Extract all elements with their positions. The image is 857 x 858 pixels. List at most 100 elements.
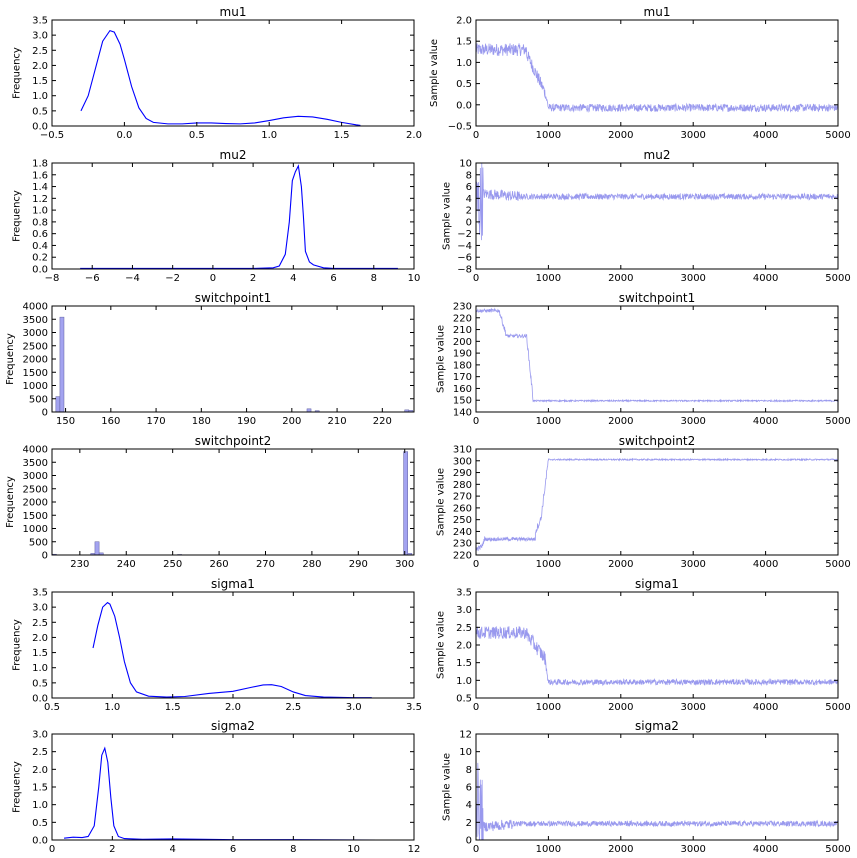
- y-tick-label: 4: [466, 194, 472, 205]
- x-tick-label: 0: [473, 416, 479, 427]
- x-tick-label: −8: [45, 273, 60, 284]
- y-tick-label: 1.0: [456, 676, 472, 687]
- x-tick-label: 0: [473, 130, 479, 141]
- y-tick-label: 8: [466, 765, 472, 776]
- y-tick-label: 180: [453, 360, 472, 371]
- x-tick-label: 0: [49, 844, 55, 855]
- panel-title: mu1: [220, 5, 247, 19]
- kde-line: [80, 164, 398, 269]
- x-tick-label: 1000: [536, 702, 561, 713]
- x-tick-label: 3000: [680, 130, 705, 141]
- y-tick-label: 1.0: [32, 91, 48, 102]
- y-tick-label: 240: [453, 527, 472, 538]
- histogram-bar: [55, 396, 61, 412]
- plot-area: [80, 29, 361, 126]
- x-tick-label: 5000: [825, 130, 850, 141]
- x-tick-label: 3000: [680, 416, 705, 427]
- x-tick-label: 150: [56, 416, 75, 427]
- x-tick-label: 5000: [825, 559, 850, 570]
- y-axis-label: Frequency: [11, 619, 22, 671]
- y-tick-label: 0.5: [32, 106, 48, 117]
- y-tick-label: 1.5: [456, 658, 472, 669]
- axes-frame: [51, 19, 415, 127]
- x-tick-label: 2.0: [225, 702, 241, 713]
- x-tick-label: 4000: [753, 416, 778, 427]
- x-tick-label: 0: [473, 559, 479, 570]
- y-tick-label: 170: [453, 372, 472, 383]
- x-tick-label: 3000: [680, 559, 705, 570]
- x-tick-label: 0: [210, 273, 216, 284]
- plot-area: [92, 601, 372, 698]
- trace-line: [476, 307, 838, 403]
- plot-area: [80, 164, 398, 269]
- y-tick-label: 10: [459, 159, 472, 170]
- panel-title: switchpoint2: [195, 434, 272, 448]
- plot-area: [476, 457, 838, 552]
- y-tick-label: 250: [453, 515, 472, 526]
- y-tick-label: 1.8: [32, 159, 48, 170]
- axes-frame: [51, 733, 415, 841]
- y-tick-label: 2.0: [32, 61, 48, 72]
- plot-area: [476, 163, 838, 241]
- x-tick-label: 1.0: [104, 702, 120, 713]
- y-tick-label: 210: [453, 325, 472, 336]
- y-tick-label: 230: [453, 302, 472, 313]
- kde-line: [92, 601, 372, 698]
- y-tick-label: 290: [453, 468, 472, 479]
- x-tick-label: 280: [302, 559, 321, 570]
- x-tick-label: 5000: [825, 844, 850, 855]
- y-tick-label: 2000: [23, 498, 48, 509]
- y-axis-label: Sample value: [429, 39, 440, 107]
- panel-sigma1-trace: 0 1000 2000 3000 4000 5000 0.5 1.0 1.5 2.0 2.5 3.0 3…: [435, 577, 850, 713]
- y-tick-label: 0: [466, 217, 472, 228]
- y-tick-label: 1500: [23, 368, 48, 379]
- panel-title: switchpoint1: [195, 291, 272, 305]
- y-tick-label: 1000: [23, 381, 48, 392]
- y-tick-label: 0.0: [32, 122, 48, 133]
- y-tick-label: 1.4: [32, 182, 48, 193]
- plot-area: [55, 316, 414, 412]
- x-tick-label: 2: [109, 844, 115, 855]
- x-tick-label: 1.5: [165, 702, 181, 713]
- y-tick-label: −0.5: [448, 122, 472, 133]
- x-tick-label: 2.5: [285, 702, 301, 713]
- y-tick-label: 2.5: [32, 747, 48, 758]
- x-tick-label: 1000: [536, 273, 561, 284]
- x-tick-label: 4: [169, 844, 175, 855]
- x-tick-label: 300: [395, 559, 414, 570]
- plot-area: [476, 307, 838, 403]
- y-tick-label: 0.0: [456, 100, 472, 111]
- x-tick-label: 5000: [825, 273, 850, 284]
- y-tick-label: 2.5: [456, 623, 472, 634]
- plot-area: [476, 626, 838, 687]
- panel-mu2-trace: 0 1000 2000 3000 4000 5000−8−6−4−20246810mu2S…: [442, 148, 851, 284]
- y-axis-label: Frequency: [11, 190, 22, 242]
- x-tick-label: 2000: [608, 273, 633, 284]
- plot-area: [476, 43, 838, 113]
- y-tick-label: 0: [42, 408, 48, 419]
- y-tick-label: 3.0: [32, 31, 48, 42]
- y-tick-label: 2500: [23, 484, 48, 495]
- y-tick-label: 0.5: [456, 79, 472, 90]
- y-tick-label: 1.0: [456, 58, 472, 69]
- y-tick-label: 150: [453, 396, 472, 407]
- x-tick-label: 5000: [825, 702, 850, 713]
- y-tick-label: 2.5: [32, 618, 48, 629]
- y-tick-label: 1.5: [456, 37, 472, 48]
- y-tick-label: 0.4: [32, 241, 48, 252]
- panel-title: mu2: [220, 148, 247, 162]
- y-tick-label: 3000: [23, 471, 48, 482]
- x-tick-label: 6: [330, 273, 336, 284]
- x-tick-label: 0: [473, 844, 479, 855]
- y-tick-label: 1.0: [32, 800, 48, 811]
- panel-switchpoint2-hist: 230 240 250 260 270 280 290 3000500100015002000…: [5, 434, 415, 570]
- x-tick-label: 4000: [753, 273, 778, 284]
- panel-sigma2-trace: 0 1000 2000 3000 4000 5000 0 2 4 6 8 10 12 sigma2 Samp…: [442, 719, 851, 855]
- x-tick-label: 1.5: [334, 130, 350, 141]
- panel-switchpoint1-hist: 150 160 170 180 190 200 210 220 0 500 1000 1500 2000…: [5, 291, 415, 427]
- y-tick-label: 140: [453, 408, 472, 419]
- kde-line: [64, 746, 378, 840]
- y-tick-label: 3.5: [32, 588, 48, 599]
- y-tick-label: 0.6: [32, 229, 48, 240]
